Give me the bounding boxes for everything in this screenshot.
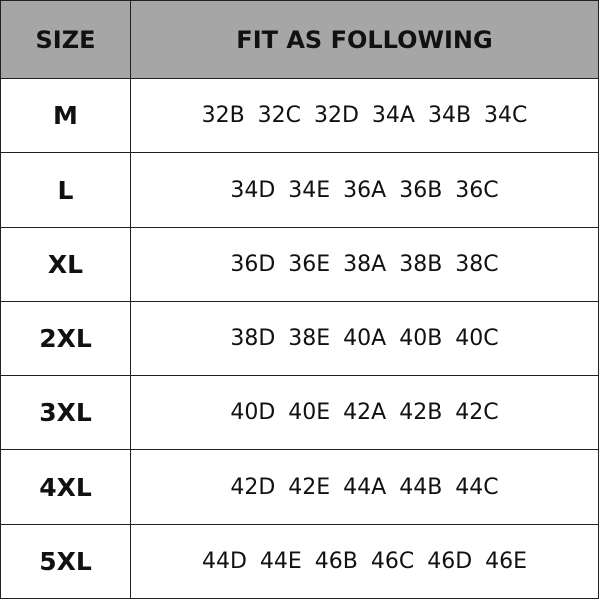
size-cell: M (0, 78, 131, 154)
fit-cell: 42D 42E 44A 44B 44C (130, 449, 599, 525)
table-row: 2XL 38D 38E 40A 40B 40C (0, 300, 599, 377)
fit-cell: 40D 40E 42A 42B 42C (130, 375, 599, 451)
size-cell: XL (0, 226, 131, 302)
table-row: L 34D 34E 36A 36B 36C (0, 152, 599, 228)
header-row: SIZE FIT AS FOLLOWING (0, 0, 599, 80)
table-row: 3XL 40D 40E 42A 42B 42C (0, 375, 599, 451)
fit-cell: 44D 44E 46B 46C 46D 46E (130, 523, 599, 600)
header-fit: FIT AS FOLLOWING (130, 0, 599, 80)
table-row: 4XL 42D 42E 44A 44B 44C (0, 449, 599, 525)
header-size: SIZE (0, 0, 131, 80)
table-row: XL 36D 36E 38A 38B 38C (0, 226, 599, 302)
fit-cell: 38D 38E 40A 40B 40C (130, 300, 599, 377)
size-cell: 5XL (0, 523, 131, 600)
size-cell: 2XL (0, 300, 131, 377)
fit-cell: 34D 34E 36A 36B 36C (130, 152, 599, 228)
fit-cell: 36D 36E 38A 38B 38C (130, 226, 599, 302)
size-cell: 3XL (0, 375, 131, 451)
size-cell: 4XL (0, 449, 131, 525)
fit-cell: 32B 32C 32D 34A 34B 34C (130, 78, 599, 154)
table-row: M 32B 32C 32D 34A 34B 34C (0, 78, 599, 154)
table-row: 5XL 44D 44E 46B 46C 46D 46E (0, 523, 599, 600)
size-cell: L (0, 152, 131, 228)
